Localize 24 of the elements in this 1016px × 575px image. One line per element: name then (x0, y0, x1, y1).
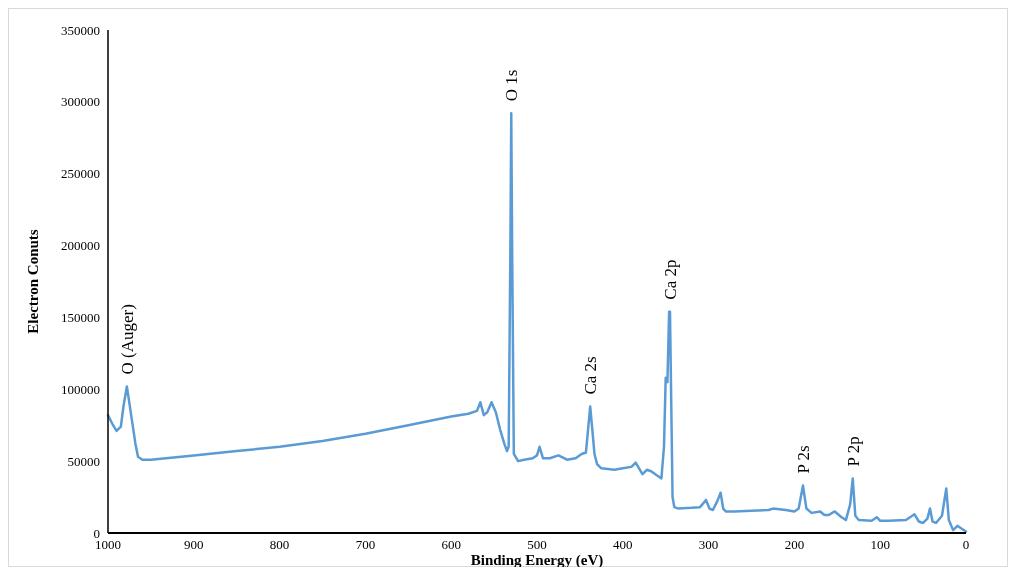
y-axis-title: Electron Conuts (25, 229, 41, 334)
x-tick-label: 100 (870, 537, 890, 552)
x-tick-label: 200 (784, 537, 805, 552)
x-tick-label: 700 (355, 537, 376, 552)
x-tick-label: 900 (184, 537, 204, 552)
y-tick-label: 300000 (61, 94, 100, 110)
x-tick-label: 600 (441, 537, 461, 552)
x-tick-label: 500 (527, 537, 547, 552)
annotation: Ca 2s (581, 356, 601, 395)
y-tick-label: 250000 (61, 166, 100, 182)
y-tick-label: 100000 (61, 381, 100, 397)
annotation: O 1s (502, 69, 522, 102)
y-tick-label: 200000 (61, 238, 100, 254)
annotation: P 2s (793, 445, 813, 474)
annotation: P 2p (843, 436, 863, 467)
x-tick-label: 300 (698, 537, 719, 552)
annotation: Ca 2p (660, 259, 680, 300)
y-tick-label: 350000 (61, 22, 100, 38)
x-tick-label: 400 (613, 537, 633, 552)
y-tick-label: 50000 (67, 453, 100, 469)
x-tick-label: 0 (962, 537, 970, 552)
y-tick-label: 150000 (61, 309, 100, 325)
x-tick-label: 800 (269, 537, 290, 552)
annotation: O (Auger) (117, 304, 137, 375)
